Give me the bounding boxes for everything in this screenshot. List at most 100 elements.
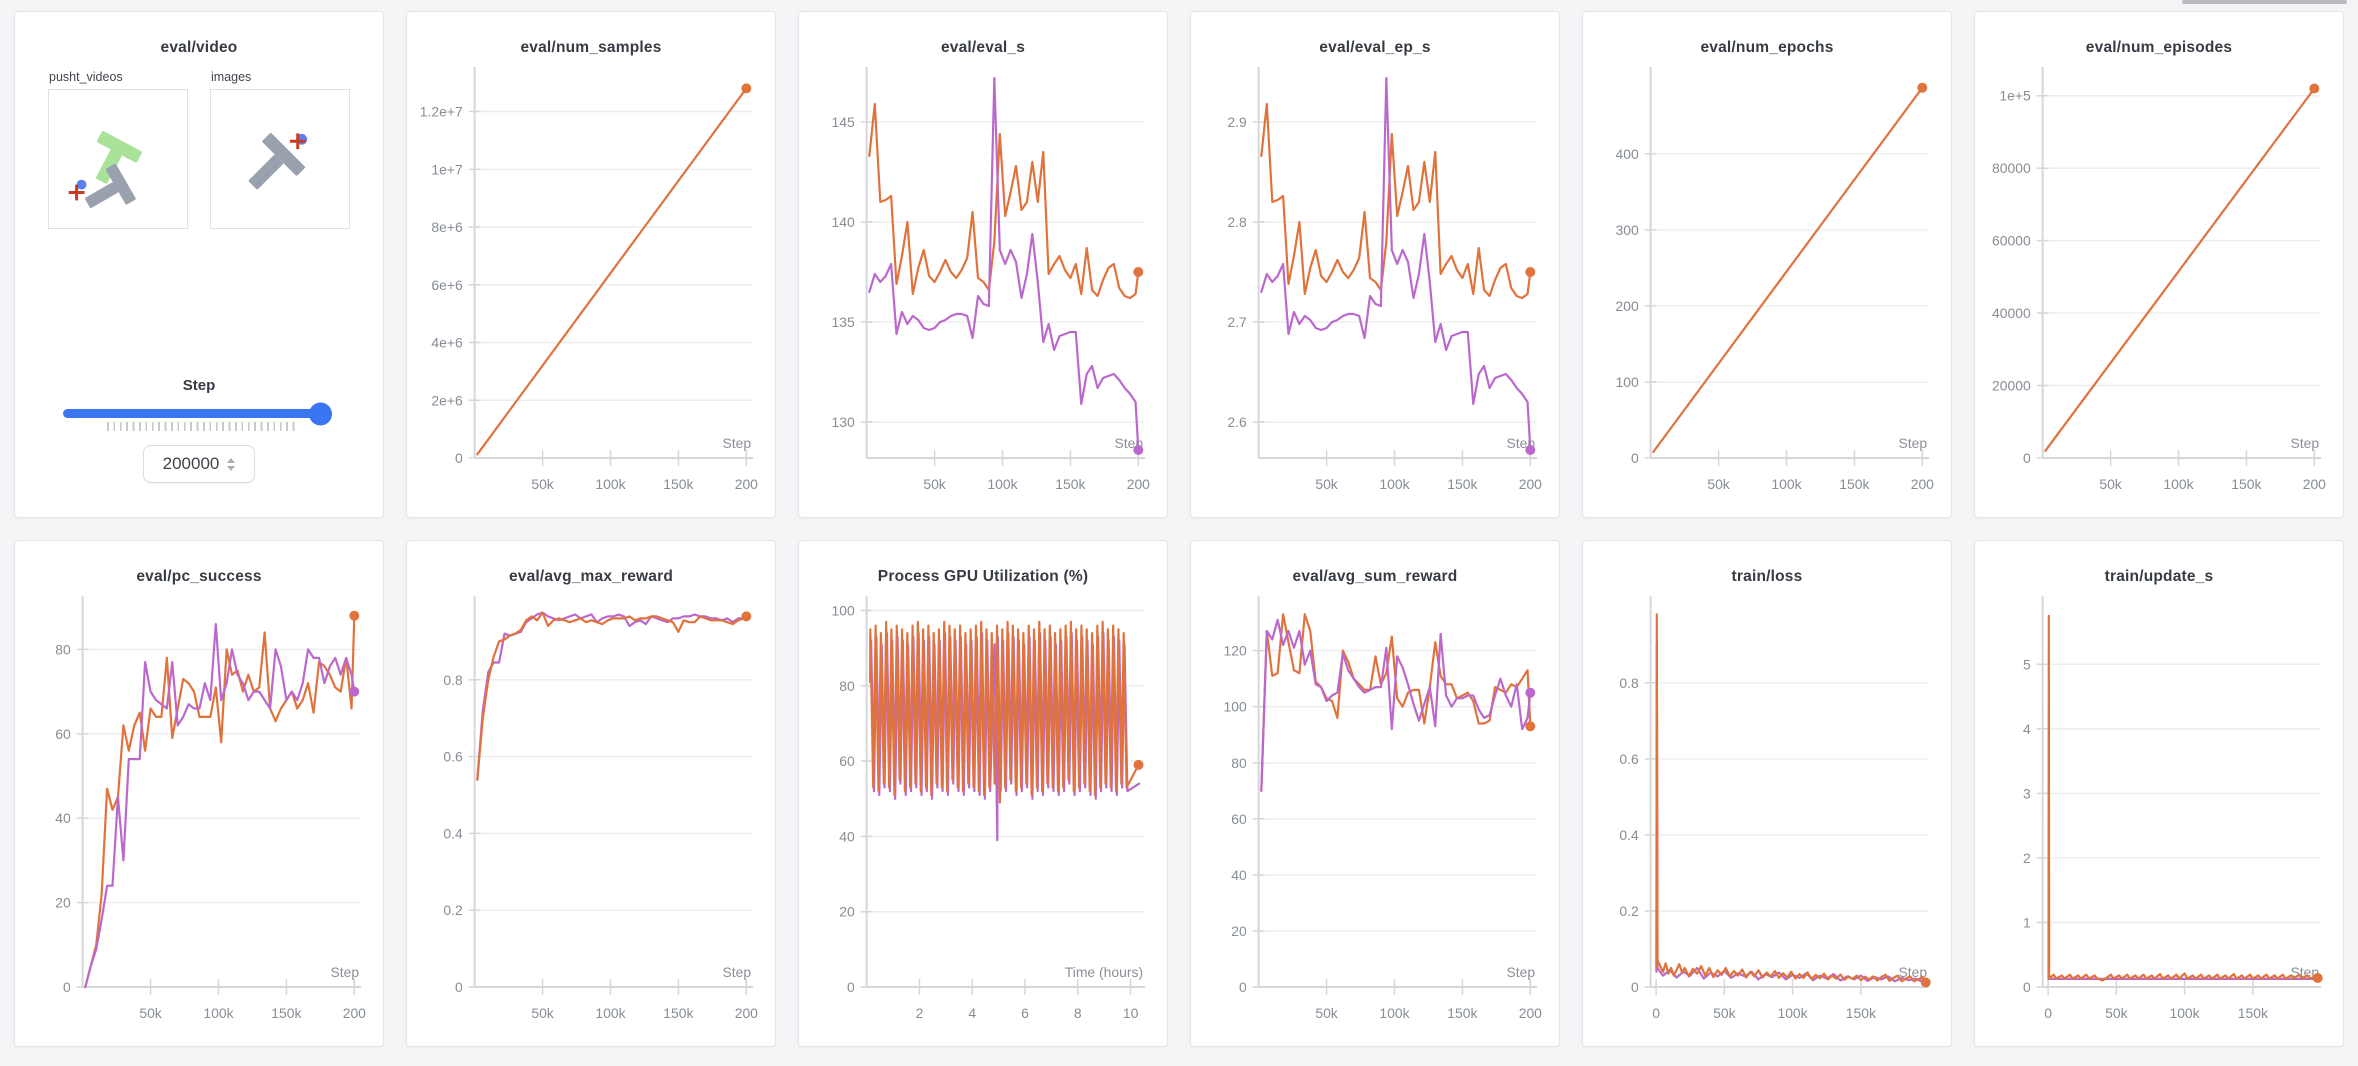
chart-title: train/update_s <box>2104 568 2214 585</box>
svg-text:100k: 100k <box>595 1005 625 1021</box>
panel-train-update-s: train/update_s 0 1 2 3 4 5 0 50k 100k 150k Step <box>1974 540 2344 1047</box>
svg-text:3: 3 <box>2023 785 2031 801</box>
panel-eval-num-samples: eval/num_samples 0 2e+6 4e+6 6e+6 8e+6 1e+7 1.… <box>406 11 776 518</box>
svg-text:0.8: 0.8 <box>1619 675 1639 691</box>
chart-title: eval/eval_ep_s <box>1319 39 1431 56</box>
svg-text:100: 100 <box>1615 374 1638 390</box>
chart-title: Process GPU Utilization (%) <box>877 568 1089 585</box>
svg-text:150k: 150k <box>2231 476 2261 492</box>
svg-text:200: 200 <box>1615 298 1638 314</box>
svg-text:10: 10 <box>1123 1005 1139 1021</box>
svg-text:50k: 50k <box>923 476 945 492</box>
chart-title: eval/eval_s <box>940 39 1026 56</box>
svg-text:0.4: 0.4 <box>443 825 463 841</box>
video-thumb-label: pusht_videos <box>49 70 123 84</box>
svg-text:0: 0 <box>1631 979 1639 995</box>
chart-eval-num-epochs[interactable]: 0 100 200 300 400 50k 100k 150k 200 Step <box>1587 60 1945 512</box>
chart-eval-avg-sum-reward[interactable]: 0 20 40 60 80 100 120 50k 100k 150k 200 Step <box>1195 589 1553 1041</box>
pusht-goal-tee-icon <box>96 131 142 184</box>
chart-eval-avg-max-reward[interactable]: 0 0.2 0.4 0.6 0.8 50k 100k 150k 200 Step <box>411 589 769 1041</box>
chart-gpu-utilization[interactable]: 0 20 40 60 80 100 2 4 6 8 10 Time (hours) <box>803 589 1161 1041</box>
chart-eval-eval-s[interactable]: 130 135 140 145 50k 100k 150k 200 Step <box>803 60 1161 512</box>
chart-eval-num-episodes[interactable]: 0 20000 40000 60000 80000 1e+5 50k 100k 150k 200 S… <box>1979 60 2337 512</box>
pusht-video-thumbnail[interactable] <box>48 89 188 229</box>
svg-text:200: 200 <box>1127 476 1150 492</box>
panel-eval-avg-max-reward: eval/avg_max_reward 0 0.2 0.4 0.6 0.8 50k 100k… <box>406 540 776 1047</box>
svg-text:200: 200 <box>1519 476 1542 492</box>
svg-text:0: 0 <box>455 979 463 995</box>
chart-train-update-s[interactable]: 0 1 2 3 4 5 0 50k 100k 150k Step <box>1979 589 2337 1041</box>
svg-text:100: 100 <box>831 602 854 618</box>
svg-text:2.7: 2.7 <box>1227 314 1247 330</box>
step-slider[interactable] <box>63 402 332 425</box>
step-decrement-icon[interactable] <box>227 465 236 471</box>
svg-text:60000: 60000 <box>1992 233 2031 249</box>
target-cross-icon <box>289 133 306 150</box>
chart-title: eval/num_samples <box>520 39 662 56</box>
pusht-block-tee-icon <box>248 133 306 190</box>
chart-title: eval/num_episodes <box>2085 39 2233 56</box>
svg-text:200: 200 <box>1519 1005 1542 1021</box>
chart-title: eval/num_epochs <box>1700 39 1834 56</box>
scroll-indicator[interactable] <box>2182 0 2347 4</box>
svg-text:Time (hours): Time (hours) <box>1065 964 1143 980</box>
images-thumbnail[interactable] <box>210 89 350 229</box>
svg-text:0.8: 0.8 <box>443 672 463 688</box>
svg-text:2.6: 2.6 <box>1227 414 1247 430</box>
svg-text:0.2: 0.2 <box>1619 903 1639 919</box>
svg-text:300: 300 <box>1615 222 1638 238</box>
step-stepper <box>227 457 236 471</box>
target-cross-icon <box>68 184 85 201</box>
chart-title: eval/avg_max_reward <box>508 568 674 585</box>
svg-text:80: 80 <box>55 641 71 657</box>
chart-eval-eval-ep-s[interactable]: 2.6 2.7 2.8 2.9 50k 100k 150k 200 Step <box>1195 60 1553 512</box>
step-slider-knob[interactable] <box>309 402 332 425</box>
svg-text:100k: 100k <box>1771 476 1801 492</box>
svg-text:100k: 100k <box>1777 1005 1807 1021</box>
svg-text:50k: 50k <box>1315 1005 1337 1021</box>
svg-text:40: 40 <box>1231 867 1247 883</box>
svg-text:50k: 50k <box>1315 476 1337 492</box>
svg-text:60: 60 <box>839 753 855 769</box>
svg-text:6e+6: 6e+6 <box>431 277 463 293</box>
svg-text:1e+7: 1e+7 <box>431 161 463 177</box>
svg-text:150k: 150k <box>1447 1005 1477 1021</box>
svg-text:200: 200 <box>735 1005 758 1021</box>
svg-text:2: 2 <box>916 1005 924 1021</box>
step-input-value: 200000 <box>162 454 220 473</box>
step-slider-ruler <box>107 422 297 431</box>
svg-text:Step: Step <box>1898 964 1927 980</box>
svg-text:100: 100 <box>1223 699 1246 715</box>
svg-text:150k: 150k <box>1839 476 1869 492</box>
svg-text:0: 0 <box>1631 450 1639 466</box>
svg-text:0.6: 0.6 <box>1619 751 1639 767</box>
chart-eval-pc-success[interactable]: 0 20 40 60 80 50k 100k 150k 200 Step <box>19 589 377 1041</box>
svg-text:50k: 50k <box>2105 1005 2127 1021</box>
svg-text:200: 200 <box>2303 476 2326 492</box>
panel-eval-video: eval/video pusht_videos <box>14 11 384 518</box>
svg-text:4: 4 <box>2023 721 2031 737</box>
svg-text:0: 0 <box>2044 1005 2052 1021</box>
panel-eval-num-epochs: eval/num_epochs 0 100 200 300 400 50k 100k 150k… <box>1582 11 1952 518</box>
svg-text:0: 0 <box>1239 979 1247 995</box>
panel-title: eval/video <box>160 39 238 56</box>
svg-text:0: 0 <box>455 450 463 466</box>
svg-text:8e+6: 8e+6 <box>431 219 463 235</box>
media-thumbnails: pusht_videos <box>15 70 383 229</box>
svg-text:0.2: 0.2 <box>443 902 463 918</box>
step-input[interactable]: 200000 <box>143 445 255 483</box>
svg-text:1e+5: 1e+5 <box>1999 88 2031 104</box>
svg-text:150k: 150k <box>271 1005 301 1021</box>
svg-text:100k: 100k <box>987 476 1017 492</box>
panel-eval-eval-ep-s: eval/eval_ep_s 2.6 2.7 2.8 2.9 50k 100k 150k 20… <box>1190 11 1560 518</box>
svg-text:20: 20 <box>1231 923 1247 939</box>
svg-text:100k: 100k <box>595 476 625 492</box>
step-increment-icon[interactable] <box>227 457 236 463</box>
svg-text:80000: 80000 <box>1992 160 2031 176</box>
svg-text:Step: Step <box>2290 435 2319 451</box>
chart-train-loss[interactable]: 0 0.2 0.4 0.6 0.8 0 50k 100k 150k Step <box>1587 589 1945 1041</box>
svg-text:145: 145 <box>831 114 854 130</box>
svg-text:20000: 20000 <box>1992 377 2031 393</box>
chart-eval-num-samples[interactable]: 0 2e+6 4e+6 6e+6 8e+6 1e+7 1.2e+7 50k 100k 150k 20… <box>411 60 769 512</box>
svg-text:100k: 100k <box>1379 476 1409 492</box>
